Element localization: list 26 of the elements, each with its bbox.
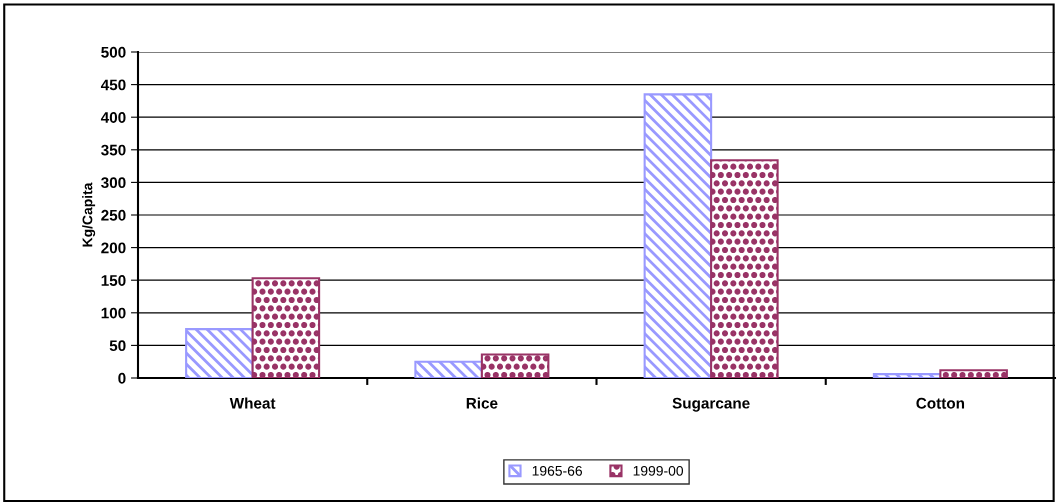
x-tick-label: Sugarcane <box>672 397 750 412</box>
y-tick-label: 250 <box>101 209 126 221</box>
y-tick-label: 200 <box>101 242 126 254</box>
y-tick-label: 400 <box>100 112 126 123</box>
y-axis-title: Kg/Capita <box>82 182 96 247</box>
x-tick-label: Wheat <box>229 397 276 409</box>
y-tick-label: 150 <box>101 275 126 286</box>
legend-label: 1965-66 <box>532 465 583 476</box>
y-tick-label: 100 <box>101 307 126 319</box>
bar <box>710 159 779 378</box>
x-tick-label: Rice <box>466 397 498 409</box>
y-tick-label: 0 <box>118 372 126 384</box>
legend-label: 1999-00 <box>633 465 684 476</box>
bar <box>939 369 1008 378</box>
y-tick-label: 500 <box>101 46 126 58</box>
bar <box>414 360 483 378</box>
bar <box>643 93 713 378</box>
bar <box>480 353 550 378</box>
bar <box>185 328 254 378</box>
bar <box>872 373 942 378</box>
y-tick-label: 350 <box>101 144 126 156</box>
bar <box>251 277 321 378</box>
y-tick-label: 450 <box>100 79 126 91</box>
y-tick-label: 300 <box>101 177 126 189</box>
y-tick-label: 50 <box>109 340 126 352</box>
x-tick-label: Cotton <box>916 397 965 409</box>
